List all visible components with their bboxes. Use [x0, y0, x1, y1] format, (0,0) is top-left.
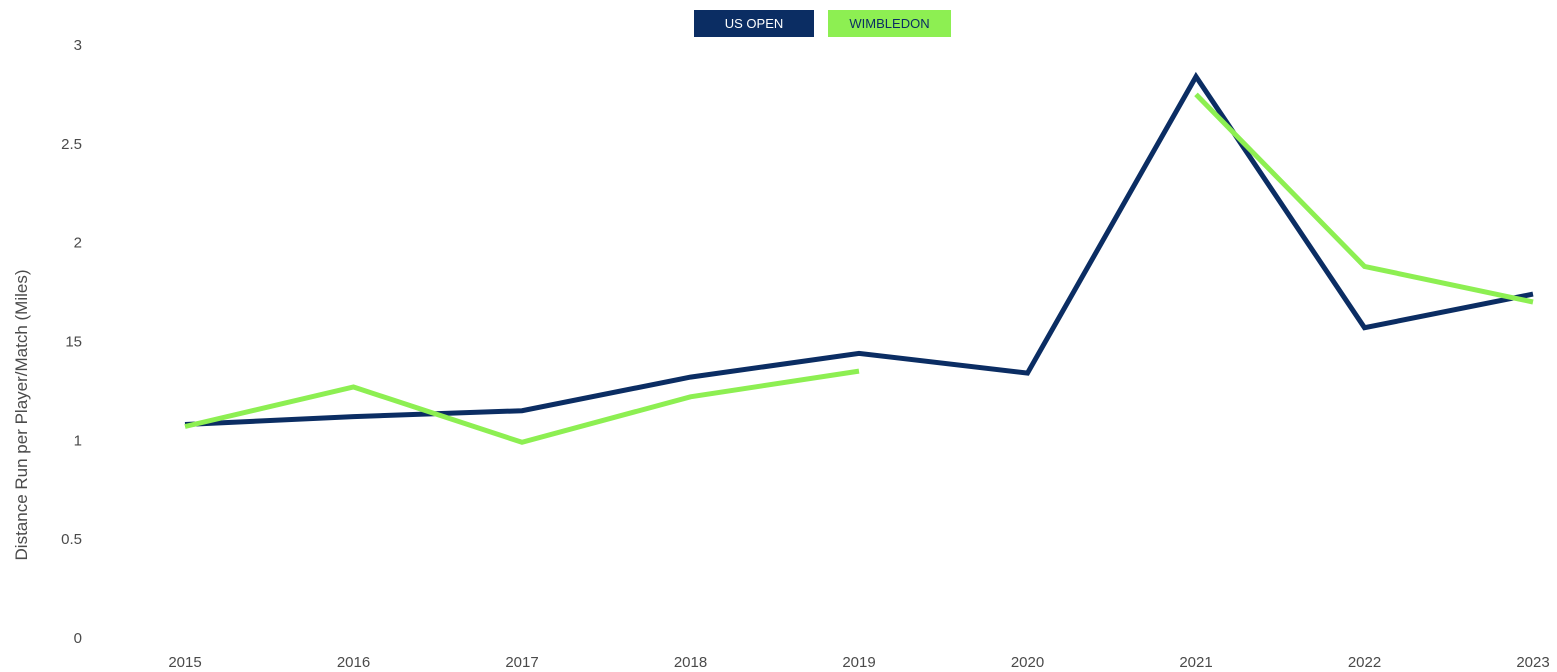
y-tick-label: 0: [74, 630, 82, 647]
series-lines: [184, 71, 1534, 445]
series-line-1: [184, 92, 1534, 445]
y-tick-label: 3: [74, 37, 82, 54]
legend-swatch: [828, 10, 951, 37]
legend: US OPEN WIMBLEDON: [694, 10, 951, 37]
x-tick-label: 2023: [1516, 654, 1549, 671]
y-axis: 0 0.5 1 15 2 2.5 3: [61, 37, 82, 647]
legend-label: WIMBLEDON: [849, 16, 929, 31]
y-tick-label: 0.5: [61, 531, 82, 548]
x-axis: 2015 2016 2017 2018 2019 2020 2021 2022 2023: [168, 654, 1549, 671]
y-tick-label: 2: [74, 235, 82, 252]
x-tick-label: 2019: [842, 654, 875, 671]
x-tick-label: 2022: [1348, 654, 1381, 671]
x-tick-label: 2018: [674, 654, 707, 671]
x-tick-label: 2015: [168, 654, 201, 671]
y-tick-label: 2.5: [61, 136, 82, 153]
x-tick-label: 2020: [1011, 654, 1044, 671]
legend-swatch: [694, 10, 814, 37]
x-tick-label: 2017: [505, 654, 538, 671]
x-tick-label: 2021: [1179, 654, 1212, 671]
series-line-0: [184, 71, 1534, 427]
legend-label: US OPEN: [725, 16, 784, 31]
y-tick-label: 1: [74, 432, 82, 449]
y-tick-label: 15: [65, 334, 82, 351]
y-axis-title: Distance Run per Player/Match (Miles): [12, 270, 31, 561]
x-tick-label: 2016: [337, 654, 370, 671]
